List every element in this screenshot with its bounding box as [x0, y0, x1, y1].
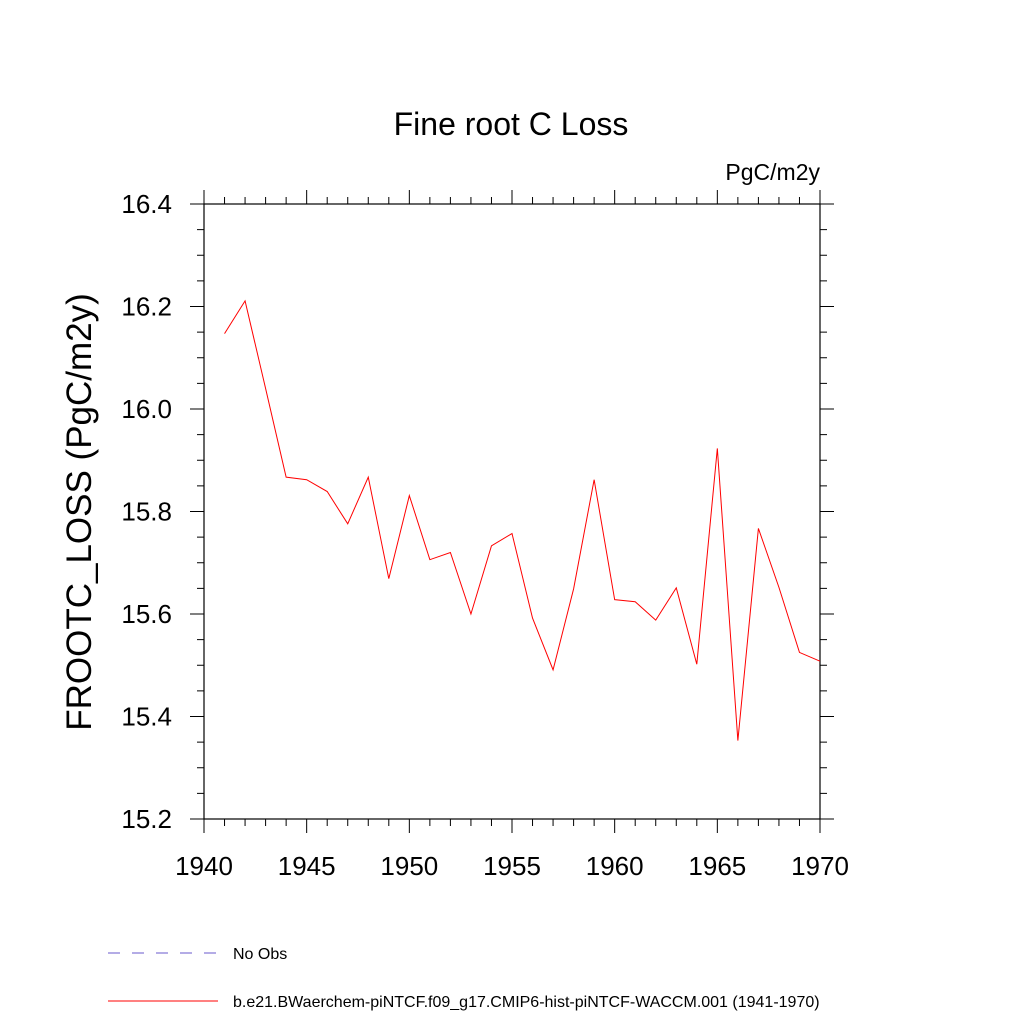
y-axis-label: FROOTC_LOSS (PgC/m2y): [60, 293, 99, 731]
legend-label-model: b.e21.BWaerchem-piNTCF.f09_g17.CMIP6-his…: [233, 994, 820, 1011]
y-tick-label: 15.4: [121, 702, 172, 732]
legend-label-no-obs: No Obs: [233, 946, 287, 963]
y-tick-label: 15.8: [121, 497, 172, 527]
y-tick-label: 16.4: [121, 189, 172, 219]
x-tick-label: 1970: [791, 851, 849, 881]
data-points: [223, 299, 822, 743]
x-tick-labels: 1940 1945 1950 1955 1960 1965 1970: [175, 851, 849, 881]
x-tick-label: 1950: [380, 851, 438, 881]
series-line: [224, 299, 821, 741]
units-label: PgC/m2y: [725, 159, 820, 185]
y-tick-label: 16.0: [121, 394, 172, 424]
x-tick-label: 1945: [278, 851, 336, 881]
x-tick-label: 1955: [483, 851, 541, 881]
x-tick-label: 1965: [688, 851, 746, 881]
y-tick-label: 15.6: [121, 599, 172, 629]
x-tick-label: 1940: [175, 851, 233, 881]
plot-frame: [203, 203, 821, 820]
y-tick-label: 15.2: [121, 804, 172, 834]
x-tick-label: 1960: [586, 851, 644, 881]
y-tick-labels: 15.2 15.4 15.6 15.8 16.0 16.2 16.4: [121, 189, 172, 834]
chart-title: Fine root C Loss: [394, 106, 629, 142]
y-tick-label: 16.2: [121, 292, 172, 322]
axis-ticks: [190, 190, 834, 833]
